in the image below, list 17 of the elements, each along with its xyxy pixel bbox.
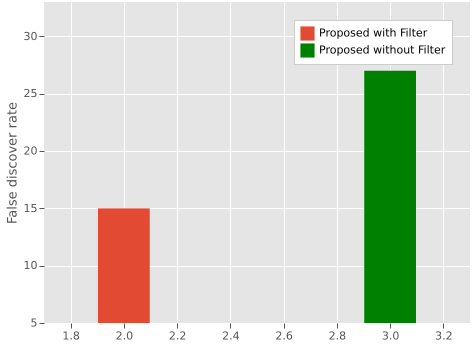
x-tick-label: 3.2	[435, 330, 453, 342]
x-tick-label: 1.8	[62, 330, 80, 342]
y-tick-label: 30	[24, 30, 38, 43]
y-axis-title: False discover rate	[6, 102, 21, 224]
legend-label: Proposed without Filter	[319, 44, 446, 56]
x-tick-label: 2.2	[168, 330, 186, 342]
x-tick-label: 2.6	[275, 330, 293, 342]
y-tick-label: 10	[24, 259, 38, 272]
y-tick-label: 15	[24, 202, 38, 215]
legend-label: Proposed with Filter	[319, 26, 428, 40]
y-tick-label: 25	[24, 87, 38, 100]
x-tick-label: 3.0	[382, 330, 400, 342]
y-tick-label: 5	[30, 316, 38, 330]
x-tick-label: 2.0	[116, 330, 134, 342]
x-tick-label: 2.8	[328, 330, 346, 342]
y-tick-label: 20	[24, 144, 38, 158]
x-tick-label: 2.4	[222, 330, 240, 342]
